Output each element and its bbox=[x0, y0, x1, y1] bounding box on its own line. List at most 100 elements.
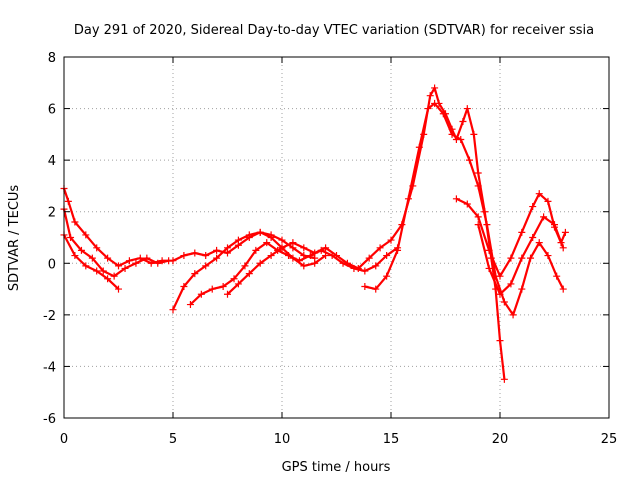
data-point-marker bbox=[191, 270, 199, 278]
data-point-marker bbox=[561, 228, 569, 236]
y-tick-label: 0 bbox=[48, 257, 56, 272]
data-point-marker bbox=[186, 301, 194, 309]
data-point-marker bbox=[553, 272, 561, 280]
axis-ticks: 0 5 10 15 20 25 -6 -4 -2 0 2 4 6 8 bbox=[43, 51, 617, 447]
data-point-marker bbox=[322, 244, 330, 252]
data-point-marker bbox=[71, 218, 79, 226]
data-point-marker bbox=[518, 228, 526, 236]
data-point-marker bbox=[241, 262, 249, 270]
y-tick-label: 8 bbox=[48, 51, 56, 66]
data-point-marker bbox=[125, 257, 133, 265]
x-tick-label: 5 bbox=[169, 432, 177, 447]
data-point-marker bbox=[71, 252, 79, 260]
data-point-marker bbox=[529, 234, 537, 241]
data-point-marker bbox=[121, 264, 129, 272]
data-point-marker bbox=[77, 246, 85, 254]
series-line bbox=[62, 188, 315, 267]
data-point-marker bbox=[115, 262, 122, 270]
series-sat-i bbox=[474, 213, 567, 298]
data-point-marker bbox=[394, 246, 402, 254]
data-point-marker bbox=[104, 254, 112, 262]
data-point-marker bbox=[470, 130, 478, 138]
data-point-marker bbox=[267, 252, 275, 260]
data-point-marker bbox=[278, 236, 286, 244]
data-point-marker bbox=[500, 375, 508, 383]
x-tick-label: 25 bbox=[601, 432, 618, 447]
data-point-marker bbox=[496, 272, 504, 280]
data-point-marker bbox=[224, 290, 231, 298]
data-point-marker bbox=[496, 337, 504, 345]
data-point-marker bbox=[311, 249, 319, 257]
data-point-marker bbox=[365, 254, 373, 262]
data-point-marker bbox=[165, 257, 173, 265]
data-point-marker bbox=[518, 254, 526, 262]
data-point-marker bbox=[387, 236, 395, 244]
data-point-marker bbox=[415, 143, 423, 151]
data-point-marker bbox=[354, 264, 362, 272]
data-point-marker bbox=[431, 84, 439, 92]
y-tick-label: -6 bbox=[43, 412, 56, 427]
data-point-marker bbox=[496, 290, 504, 298]
y-tick-label: 4 bbox=[48, 154, 56, 169]
data-point-marker bbox=[180, 252, 188, 260]
data-point-marker bbox=[289, 239, 297, 247]
data-point-marker bbox=[306, 252, 314, 260]
data-point-marker bbox=[474, 182, 482, 190]
data-point-marker bbox=[267, 234, 275, 241]
data-point-marker bbox=[452, 195, 460, 203]
data-point-marker bbox=[333, 252, 340, 260]
data-point-marker bbox=[383, 252, 391, 260]
x-tick-label: 10 bbox=[274, 432, 291, 447]
data-point-marker bbox=[202, 252, 210, 260]
data-point-marker bbox=[256, 228, 264, 236]
data-point-marker bbox=[263, 239, 271, 247]
series-sat-b bbox=[60, 205, 173, 280]
data-point-marker bbox=[99, 267, 107, 275]
data-point-marker bbox=[507, 280, 515, 288]
data-point-marker bbox=[431, 99, 439, 107]
data-point-marker bbox=[474, 221, 482, 229]
data-point-marker bbox=[82, 262, 90, 270]
series-line bbox=[364, 102, 565, 316]
plot-frame bbox=[63, 56, 610, 419]
data-point-marker bbox=[104, 275, 112, 283]
data-point-marker bbox=[424, 105, 432, 113]
data-point-marker bbox=[463, 200, 471, 208]
data-point-marker bbox=[559, 285, 567, 293]
data-point-marker bbox=[483, 221, 491, 229]
data-point-marker bbox=[372, 262, 380, 270]
data-point-marker bbox=[535, 239, 543, 247]
data-point-marker bbox=[202, 262, 210, 270]
data-point-marker bbox=[285, 252, 293, 260]
data-point-marker bbox=[234, 280, 242, 288]
data-point-marker bbox=[88, 254, 96, 262]
x-axis-label: GPS time / hours bbox=[282, 460, 391, 475]
data-point-marker bbox=[278, 244, 286, 252]
x-tick-label: 0 bbox=[60, 432, 68, 447]
y-axis-label: SDTVAR / TECUs bbox=[7, 185, 22, 292]
data-point-marker bbox=[509, 311, 517, 319]
y-tick-label: -2 bbox=[43, 309, 56, 324]
data-point-marker bbox=[245, 270, 253, 278]
data-point-marker bbox=[180, 282, 188, 290]
series-sat-a bbox=[60, 185, 319, 270]
data-point-marker bbox=[208, 285, 216, 293]
data-point-marker bbox=[544, 197, 552, 205]
data-point-marker bbox=[169, 306, 177, 314]
data-point-marker bbox=[93, 267, 101, 275]
y-tick-label: 2 bbox=[48, 206, 56, 221]
data-point-marker bbox=[234, 236, 242, 244]
data-traces bbox=[60, 84, 569, 383]
grid-lines bbox=[64, 57, 609, 418]
data-point-marker bbox=[230, 275, 238, 283]
series-sat-c bbox=[60, 231, 122, 293]
data-point-marker bbox=[459, 117, 467, 125]
data-point-marker bbox=[500, 298, 508, 306]
series-line bbox=[63, 234, 120, 290]
data-point-marker bbox=[439, 110, 447, 118]
data-point-marker bbox=[474, 213, 482, 221]
series-sat-d bbox=[169, 228, 330, 314]
data-point-marker bbox=[485, 264, 493, 272]
data-point-marker bbox=[154, 259, 162, 267]
data-point-marker bbox=[213, 246, 221, 254]
